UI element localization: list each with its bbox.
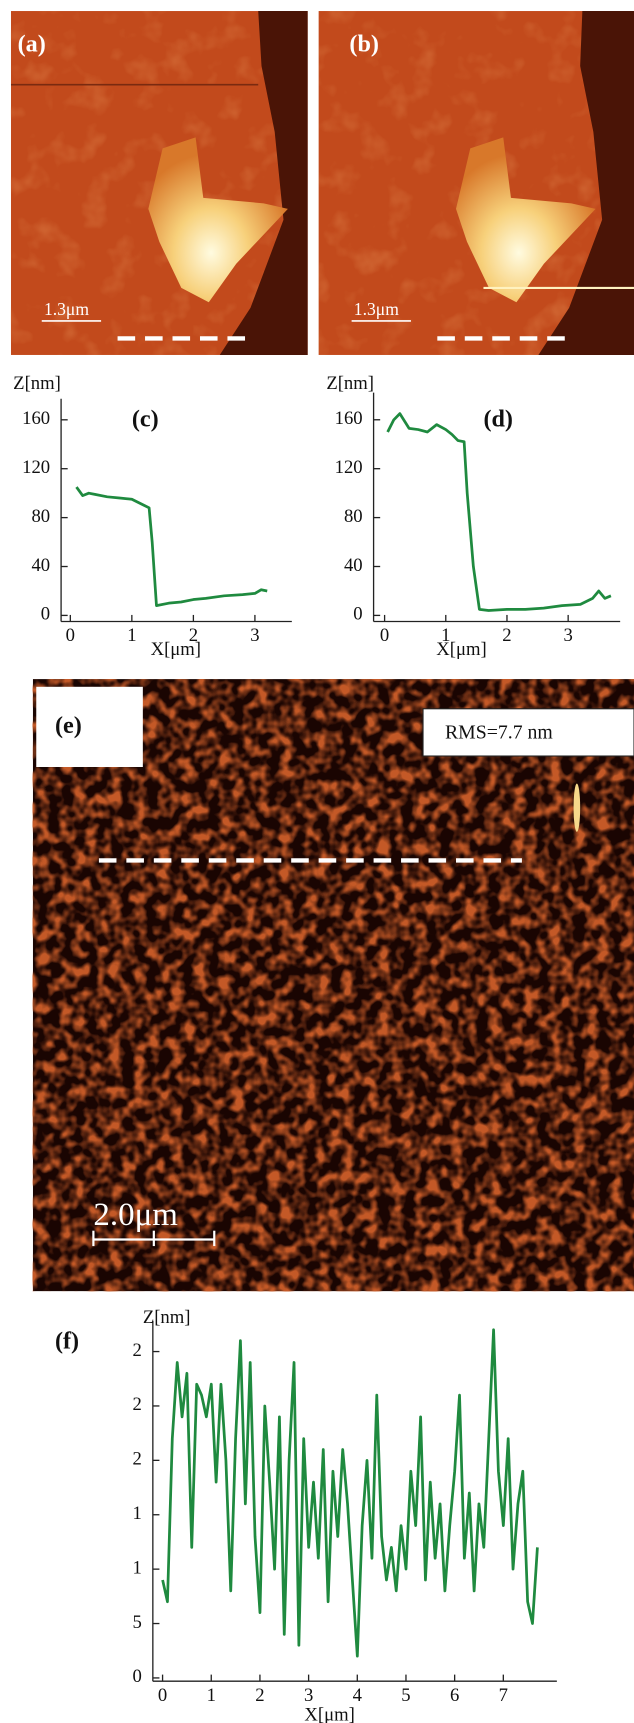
scale-label: 1.3μm: [354, 299, 399, 319]
panel-label: (f): [55, 1327, 79, 1354]
profile-line: [161, 1328, 539, 1658]
y-tick-label: 1: [133, 1557, 142, 1578]
y-tick-label: 80: [31, 506, 50, 527]
panel-label: (e): [55, 712, 82, 739]
scale-label: 2.0μm: [93, 1197, 178, 1233]
y-tick-label: 120: [335, 457, 363, 478]
afm-image-b: (b) 1.3μm: [318, 11, 634, 355]
x-axis-label: X[μm]: [436, 639, 486, 660]
x-tick-label: 0: [380, 625, 389, 646]
y-tick-label: 2: [133, 1340, 142, 1361]
y-tick-label: 0: [133, 1666, 142, 1687]
profile-line: [386, 412, 612, 612]
y-tick-label: 2: [133, 1394, 142, 1415]
x-tick-label: 3: [563, 625, 572, 646]
x-tick-label: 1: [207, 1685, 216, 1706]
panel-label: (c): [132, 405, 159, 432]
y-tick-label: 5: [133, 1612, 142, 1633]
y-tick-label: 40: [344, 555, 363, 576]
y-axis-label: Z[nm]: [13, 373, 61, 394]
x-tick-label: 3: [304, 1685, 313, 1706]
rms-label: RMS=7.7 nm: [445, 722, 553, 744]
y-tick-label: 120: [22, 457, 50, 478]
y-axis-label: Z[nm]: [143, 1307, 191, 1328]
x-tick-label: 2: [502, 625, 511, 646]
y-tick-label: 2: [133, 1449, 142, 1470]
x-tick-label: 3: [250, 625, 259, 646]
x-tick-label: 1: [441, 625, 450, 646]
y-tick-label: 160: [335, 408, 363, 429]
panel-label: (b): [349, 31, 379, 58]
x-tick-label: 2: [189, 625, 198, 646]
x-tick-label: 1: [127, 625, 136, 646]
y-axis-label: Z[nm]: [326, 373, 374, 394]
x-tick-label: 6: [450, 1685, 459, 1706]
x-tick-label: 2: [255, 1685, 264, 1706]
x-tick-label: 0: [158, 1685, 167, 1706]
y-tick-label: 160: [22, 408, 50, 429]
y-tick-label: 80: [344, 506, 363, 527]
scale-label: 1.3μm: [44, 299, 89, 319]
afm-image-e: (e) RMS=7.7 nm 2.0μm: [32, 679, 634, 1292]
x-axis-label: X[μm]: [151, 639, 201, 660]
profile-line: [75, 486, 268, 607]
afm-image-a: (a) 1.3μm: [10, 11, 308, 355]
x-tick-label: 4: [353, 1685, 363, 1706]
y-tick-label: 0: [353, 604, 362, 625]
y-tick-label: 40: [31, 555, 50, 576]
panel-label: (d): [483, 405, 513, 432]
x-tick-label: 5: [401, 1685, 410, 1706]
x-tick-label: 7: [499, 1685, 508, 1706]
y-tick-label: 0: [41, 604, 50, 625]
x-axis-label: X[μm]: [304, 1705, 354, 1723]
x-tick-label: 0: [66, 625, 75, 646]
panel-label: (a): [18, 31, 46, 58]
y-tick-label: 1: [133, 1503, 142, 1524]
